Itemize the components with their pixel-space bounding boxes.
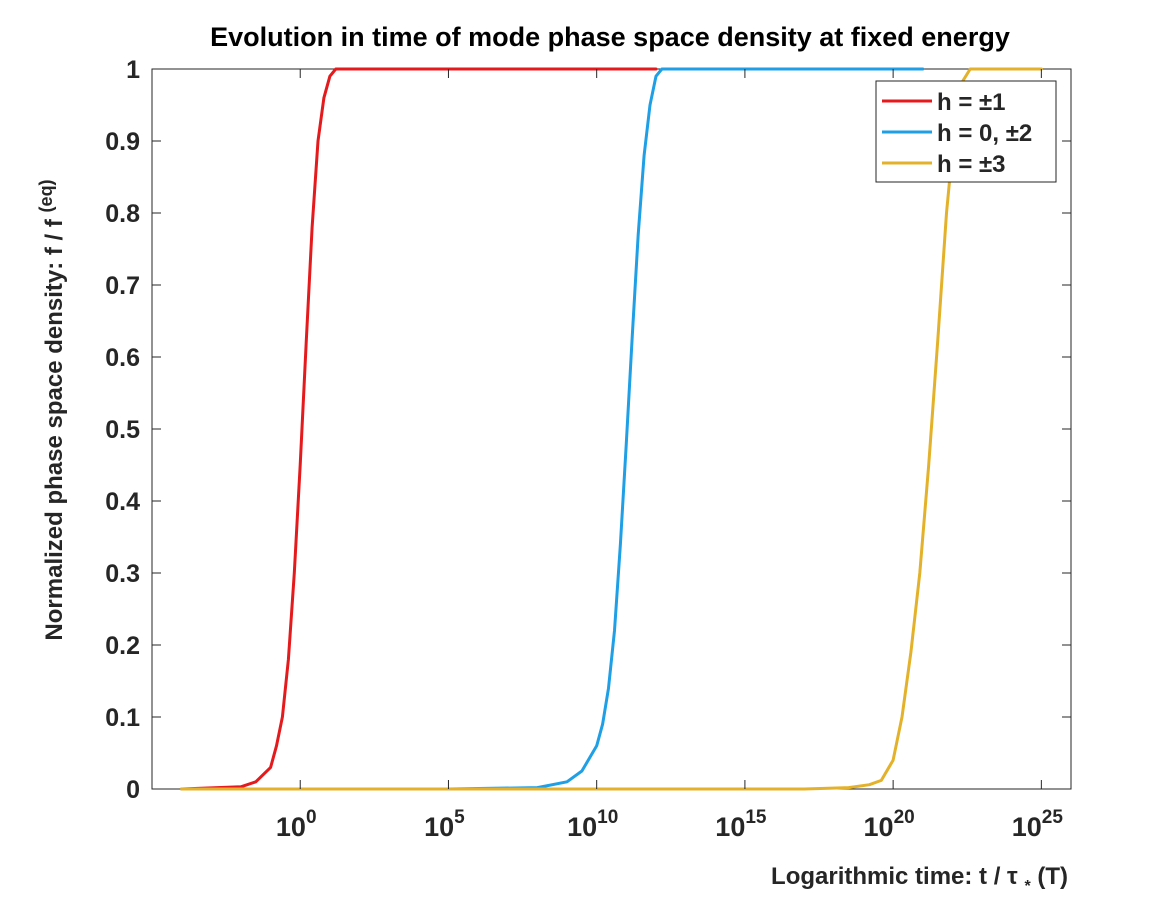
legend: h = ±1 h = 0, ±2 h = ±3 [875, 80, 1057, 183]
x-tick-base: 10 [1012, 812, 1042, 842]
x-tick-exponent: 5 [454, 807, 465, 828]
y-axis: 0 0.1 0.2 0.3 0.4 0.5 0.6 0.7 0.8 0.9 1 [105, 56, 1071, 804]
y-axis-label-superscript: (eq) [36, 179, 56, 212]
y-axis-label: Normalized phase space density: f / f (e… [36, 179, 68, 640]
y-tick-label: 1 [126, 56, 140, 84]
series-line-1 [180, 67, 658, 791]
y-tick-label: 0.1 [105, 704, 140, 732]
x-tick-label: 1015 [715, 807, 767, 842]
y-tick-label: 0 [126, 776, 140, 804]
x-tick-exponent: 25 [1042, 807, 1064, 828]
x-tick-exponent: 0 [306, 807, 317, 828]
legend-label-1: h = ±1 [937, 89, 1006, 116]
y-tick-label: 0.2 [105, 632, 140, 660]
series-line-2 [180, 67, 925, 791]
legend-label-3: h = ±3 [937, 151, 1006, 178]
x-axis-label-suffix: (T) [1037, 863, 1068, 890]
x-tick-label: 1025 [1012, 807, 1064, 842]
x-tick-label: 105 [424, 807, 465, 842]
x-tick-exponent: 10 [597, 807, 618, 828]
x-tick-base: 10 [567, 812, 597, 842]
legend-label-2: h = 0, ±2 [937, 120, 1032, 147]
x-axis: 100 105 1010 1015 1020 1025 [276, 69, 1063, 842]
x-tick-label: 100 [276, 807, 317, 842]
y-tick-label: 0.6 [105, 344, 140, 372]
x-tick-exponent: 15 [745, 807, 767, 828]
y-tick-label: 0.9 [105, 128, 140, 156]
y-tick-label: 0.7 [105, 272, 140, 300]
x-tick-base: 10 [864, 812, 894, 842]
x-tick-label: 1020 [864, 807, 915, 842]
x-axis-label-main: Logarithmic time: t / τ [771, 863, 1018, 890]
y-tick-label: 0.5 [105, 416, 140, 444]
legend-items: h = ±1 h = 0, ±2 h = ±3 [882, 89, 1032, 178]
y-tick-label: 0.4 [105, 488, 140, 516]
x-tick-base: 10 [424, 812, 454, 842]
x-tick-base: 10 [715, 812, 745, 842]
x-tick-label: 1010 [567, 807, 618, 842]
x-axis-label-subscript: * [1024, 878, 1031, 895]
x-axis-label: Logarithmic time: t / τ * (T) [771, 863, 1068, 897]
y-axis-label-main: Normalized phase space density: f / f [41, 218, 68, 640]
chart-title: Evolution in time of mode phase space de… [210, 22, 1010, 52]
x-tick-exponent: 20 [894, 807, 915, 828]
x-tick-base: 10 [276, 812, 306, 842]
y-tick-label: 0.8 [105, 200, 140, 228]
y-tick-label: 0.3 [105, 560, 140, 588]
